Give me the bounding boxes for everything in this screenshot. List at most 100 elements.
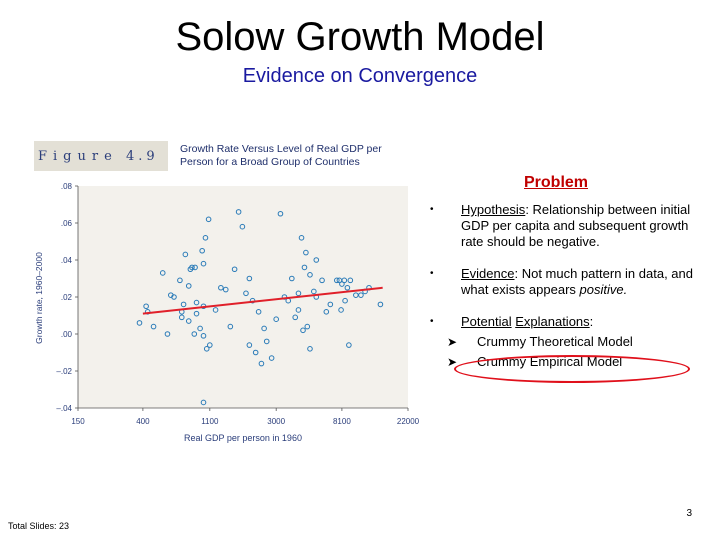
scatter-point (207, 342, 213, 348)
scatter-point (218, 284, 224, 291)
y-axis-label: Growth rate, 1960–2000 (34, 252, 44, 344)
bullet-dot-icon: • (430, 316, 434, 327)
scatter-point (192, 264, 198, 271)
scatter-point (277, 210, 284, 217)
scatter-point (323, 309, 330, 315)
slide-title: Solow Growth Model (175, 15, 545, 59)
scatter-point (263, 338, 270, 345)
scatter-point (377, 301, 384, 308)
scatter-point (235, 209, 242, 215)
scatter-point (246, 275, 253, 282)
scatter-point (189, 264, 195, 271)
scatter-point (212, 307, 219, 313)
total-slides: Total Slides: 23 (8, 521, 70, 531)
trend-line (142, 286, 383, 315)
evidence-text: : Not much pattern in data, and what exi… (461, 266, 693, 297)
scatter-point (197, 325, 203, 332)
hypothesis-term: Hypothesis (461, 202, 526, 217)
scatter-point (295, 290, 302, 297)
scatter-point (199, 247, 205, 254)
scatter-point (341, 277, 348, 284)
figure-label: Figure (38, 149, 118, 164)
scatter-point (182, 251, 189, 258)
y-tick-label: .04 (61, 256, 73, 265)
scatter-point (150, 323, 157, 330)
evidence-term: Evidence (461, 266, 515, 281)
explanations-colon: : (589, 314, 594, 329)
x-tick-label: 400 (136, 417, 150, 426)
scatter-point (292, 314, 299, 321)
sub-item-text: Crummy Theoretical Model (477, 334, 633, 349)
arrow-right-icon: ➤ (447, 355, 458, 369)
scatter-point (239, 223, 246, 230)
scatter-point (180, 301, 187, 308)
scatter-point (303, 249, 309, 256)
scatter-point (200, 260, 207, 267)
scatter-point (185, 318, 192, 324)
scatter-point (347, 277, 354, 284)
scatter-point (227, 323, 234, 330)
y-tick-label: –.04 (56, 404, 72, 413)
bullet-dot-icon: • (430, 204, 434, 215)
slide-subtitle: Evidence on Convergence (242, 65, 478, 87)
scatter-point (136, 320, 143, 326)
sub-item-theoretical: ➤ Crummy Theoretical Model (437, 334, 700, 350)
scatter-point (222, 286, 229, 293)
scatter-point (342, 297, 348, 304)
scatter-point (258, 360, 265, 367)
x-tick-label: 1100 (201, 417, 219, 426)
scatter-point (346, 342, 352, 348)
bullet-evidence: • Evidence: Not much pattern in data, an… (430, 266, 700, 298)
x-tick-label: 3000 (267, 417, 285, 426)
scatter-point (334, 277, 340, 284)
scatter-point (164, 331, 171, 337)
hypothesis-text: : Relationship between initial GDP per c… (461, 202, 691, 249)
scatter-point (289, 275, 295, 282)
y-tick-label: –.02 (56, 367, 72, 376)
y-tick-label: .06 (61, 219, 73, 228)
scatter-point (143, 303, 149, 310)
scatter-point (203, 346, 210, 352)
x-axis-label: Real GDP per person in 1960 (184, 433, 302, 443)
scatter-point (246, 342, 253, 348)
scatter-point (243, 290, 249, 297)
scatter-point (301, 264, 308, 271)
plot-area (78, 186, 408, 408)
scatter-point (202, 235, 209, 241)
scatter-point (327, 301, 334, 308)
scatter-point (268, 355, 275, 361)
scatter-point (261, 325, 267, 332)
scatter-point (252, 349, 259, 356)
figure-caption: Growth Rate Versus Level of Real GDP per… (180, 143, 410, 169)
explanations-term1: Potential (461, 314, 512, 329)
scatter-point (300, 327, 306, 334)
scatter-chart: .08 .06 .04 .02 .00 –.02 –.04 150 400 1100 3000 810… (34, 182, 420, 443)
figure-band (34, 141, 168, 171)
figure-caption-line2: Person for a Broad Group of Countries (180, 156, 360, 168)
explanations-term2: Explanations (515, 314, 590, 329)
arrow-right-icon: ➤ (447, 335, 458, 349)
scatter-point (177, 277, 183, 284)
y-tick-label: .00 (61, 330, 73, 339)
bullet-dot-icon: • (430, 268, 434, 279)
bullet-list: • Hypothesis: Relationship between initi… (430, 202, 700, 386)
scatter-point (178, 314, 185, 321)
scatter-point (193, 310, 200, 317)
scatter-point (273, 316, 279, 322)
scatter-point (313, 257, 320, 263)
figure-number: 4.9 (126, 149, 159, 164)
scatter-point (200, 399, 207, 406)
bullet-hypothesis: • Hypothesis: Relationship between initi… (430, 202, 700, 250)
scatter-point (319, 277, 325, 284)
scatter-point (171, 294, 177, 300)
figure-caption-line1: Growth Rate Versus Level of Real GDP per (180, 143, 382, 155)
scatter-point (338, 307, 344, 313)
highlight-ellipse (454, 355, 690, 383)
scatter-point (358, 292, 364, 298)
x-tick-label: 150 (71, 417, 85, 426)
scatter-point (344, 284, 351, 291)
scatter-point (193, 299, 200, 306)
scatter-point (311, 288, 317, 295)
y-tick-label: .02 (61, 293, 73, 302)
scatter-point (295, 307, 302, 313)
